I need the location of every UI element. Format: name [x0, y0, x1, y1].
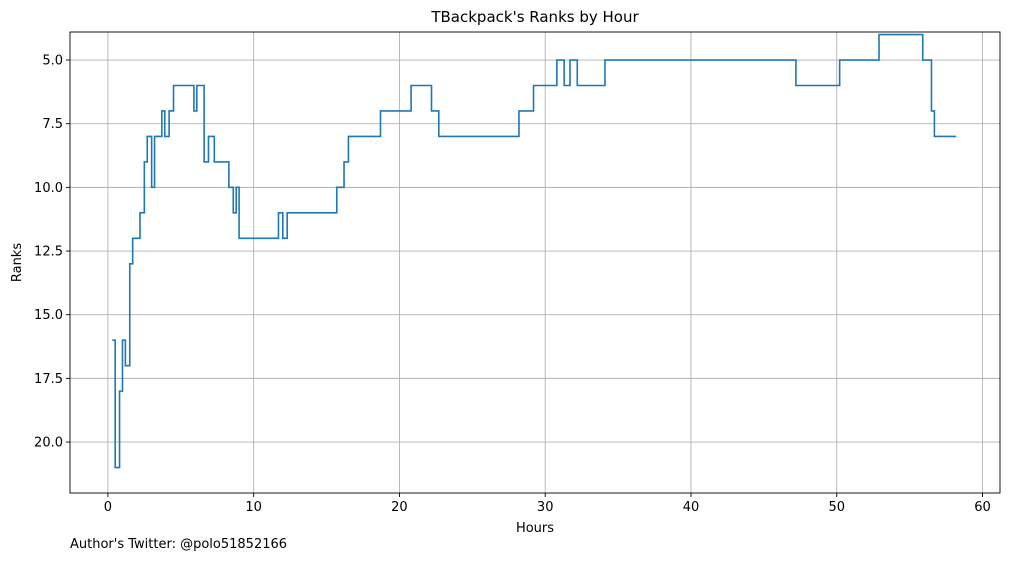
y-tick-label: 20.0 — [34, 436, 63, 451]
x-tick-label: 40 — [683, 500, 700, 515]
y-tick-label: 17.5 — [34, 372, 63, 387]
x-axis-label: Hours — [516, 521, 554, 536]
x-tick-label: 30 — [537, 500, 554, 515]
x-tick-label: 0 — [104, 500, 112, 515]
x-tick-label: 10 — [245, 500, 262, 515]
y-tick-label: 7.5 — [42, 117, 63, 132]
y-tick-label: 10.0 — [34, 181, 63, 196]
data-layer — [112, 33, 957, 469]
x-tick-label: 50 — [828, 500, 845, 515]
y-tick-label: 12.5 — [34, 245, 63, 260]
y-axis-label: Ranks — [10, 243, 25, 282]
plot-frame — [69, 31, 1001, 494]
x-axis-ticks: 0 10 20 30 40 50 60 — [104, 493, 991, 515]
axes — [69, 31, 1001, 494]
x-tick-label: 60 — [974, 500, 991, 515]
chart-title: TBackpack's Ranks by Hour — [430, 8, 639, 26]
x-tick-label: 20 — [391, 500, 408, 515]
grid — [70, 32, 1000, 493]
y-tick-label: 5.0 — [42, 54, 63, 69]
author-twitter-note: Author's Twitter: @polo51852166 — [70, 537, 288, 552]
y-tick-label: 15.0 — [34, 308, 63, 323]
rank-series-line — [112, 33, 957, 469]
y-axis-ticks: 5.0 7.5 10.0 12.5 15.0 17.5 20.0 — [34, 54, 70, 451]
